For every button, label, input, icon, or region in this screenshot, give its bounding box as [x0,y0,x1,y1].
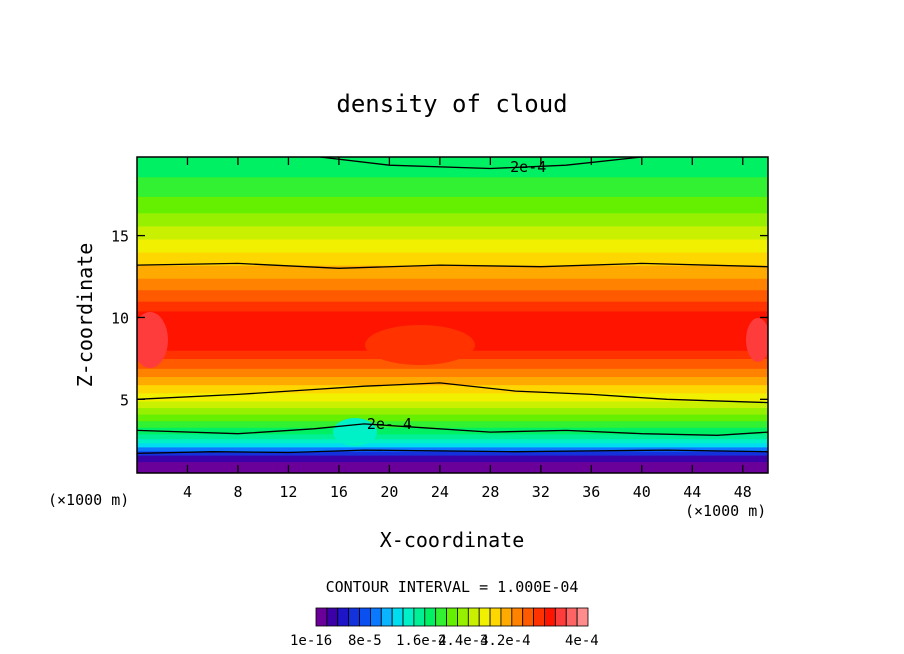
contour-band-13 [137,384,768,394]
y-tick-label-0: 5 [120,391,129,409]
y-axis-label: Z-coordinate [73,243,97,388]
contour-band-5 [137,438,768,444]
colorbar-labels: 1e-16 8e-5 1.6e-42.4e-43.2e-4 4e-4 [290,633,599,649]
colorbar-swatch-12 [446,607,458,627]
colorbar-label-5: 4e-4 [565,633,599,649]
colorbar-swatch-9 [413,607,426,627]
contour-line-0 [137,449,768,455]
contour-band-14 [137,376,768,386]
contour-band-4 [137,442,768,448]
x-tick-label-1: 8 [233,483,242,501]
colorbar-swatch-21 [544,607,556,627]
x-unit-left: (×1000 m) [48,491,129,509]
contour-band-0 [137,461,768,473]
colorbar-swatch-20 [533,607,545,627]
y-tick-label-2: 15 [111,228,129,246]
colorbar-swatch-17 [500,607,513,627]
x-tick-label-6: 28 [481,483,499,501]
x-tick-label-3: 16 [330,483,348,501]
colorbar-swatch-14 [467,607,480,627]
contour-line-2 [137,382,768,404]
contour-band-6 [137,433,768,440]
contour-band-11 [137,400,768,409]
colorbar-swatch-18 [511,607,524,627]
contour-band-25 [137,225,768,240]
x-tick-label-4: 20 [380,483,398,501]
colorbar-swatch-15 [478,607,491,627]
x-tick-label-8: 36 [582,483,600,501]
red-core-left [137,312,168,368]
contour-interval-text: CONTOUR INTERVAL = 1.000E-04 [326,578,579,596]
colorbar-swatch-8 [402,607,415,627]
colorbar-swatch-19 [522,607,534,627]
y-tick-label-1: 10 [111,309,129,327]
x-tick-label-11: 48 [734,483,752,501]
contour-band-19 [137,301,768,312]
contour-band-22 [137,265,768,279]
contour-band-27 [137,196,768,214]
contour-fill-layer [137,157,768,473]
x-tick-label-9: 40 [633,483,651,501]
x-tick-label-10: 44 [683,483,701,501]
chart-title: density of cloud [336,90,567,118]
colorbar-swatch-16 [489,607,502,627]
contour-band-8 [137,420,768,428]
colorbar-swatch-5 [369,607,382,627]
contour-band-23 [137,251,768,266]
colorbar-swatch-1 [326,607,339,627]
colorbar-swatch-7 [391,607,404,627]
contour-band-1 [137,454,768,463]
contour-band-24 [137,238,768,253]
colorbar-label-2: 1.6e-4 [396,633,447,649]
colorbar-swatch-2 [337,607,350,627]
x-tick-label-2: 12 [279,483,297,501]
colorbar-label-4: 3.2e-4 [480,633,531,649]
x-tick-label-5: 24 [431,483,449,501]
plot-area [137,157,768,473]
colorbar-label-3: 2.4e-4 [438,633,489,649]
colorbar [315,607,589,627]
contour-band-28 [137,176,768,197]
contour-band-15 [137,368,768,377]
red-core-right [746,318,768,362]
x-unit-right: (×1000 m) [685,502,766,520]
contour-line-1 [137,423,768,436]
colorbar-swatch-23 [565,607,578,627]
colorbar-swatch-10 [424,607,437,627]
colorbar-swatch-11 [435,607,447,627]
contour-band-10 [137,407,768,415]
contour-band-3 [137,446,768,452]
colorbar-swatch-3 [348,607,360,627]
colorbar-swatch-22 [554,607,567,627]
contour-band-9 [137,414,768,422]
contour-fill-detail-layer [137,312,768,446]
contour-band-21 [137,278,768,291]
contour-band-2 [137,450,768,456]
contour-band-26 [137,212,768,227]
colorbar-swatch-4 [359,607,371,627]
contour-label-1: 2e- 4 [367,415,412,433]
contour-labels: 2e-4 2e- 4 [367,158,546,433]
turbulence-patch [365,325,475,365]
colorbar-swatch-24 [576,607,589,627]
x-axis-label: X-coordinate [380,528,525,552]
contour-band-20 [137,289,768,302]
x-tick-label-7: 32 [532,483,550,501]
x-tick-label-0: 4 [183,483,192,501]
contour-label-0: 2e-4 [510,158,546,176]
contour-band-12 [137,392,768,402]
contour-line-3 [137,262,768,269]
colorbar-label-1: 8e-5 [348,633,382,649]
colorbar-swatch-6 [380,607,393,627]
colorbar-swatch-13 [457,607,469,627]
plot-frame [136,156,769,474]
contour-band-16 [137,358,768,369]
colorbar-label-0: 1e-16 [290,633,332,649]
colorbar-swatch-0 [315,607,328,627]
cumulus-patch [333,418,377,446]
contour-band-7 [137,427,768,435]
contour-lines-layer [137,157,768,455]
